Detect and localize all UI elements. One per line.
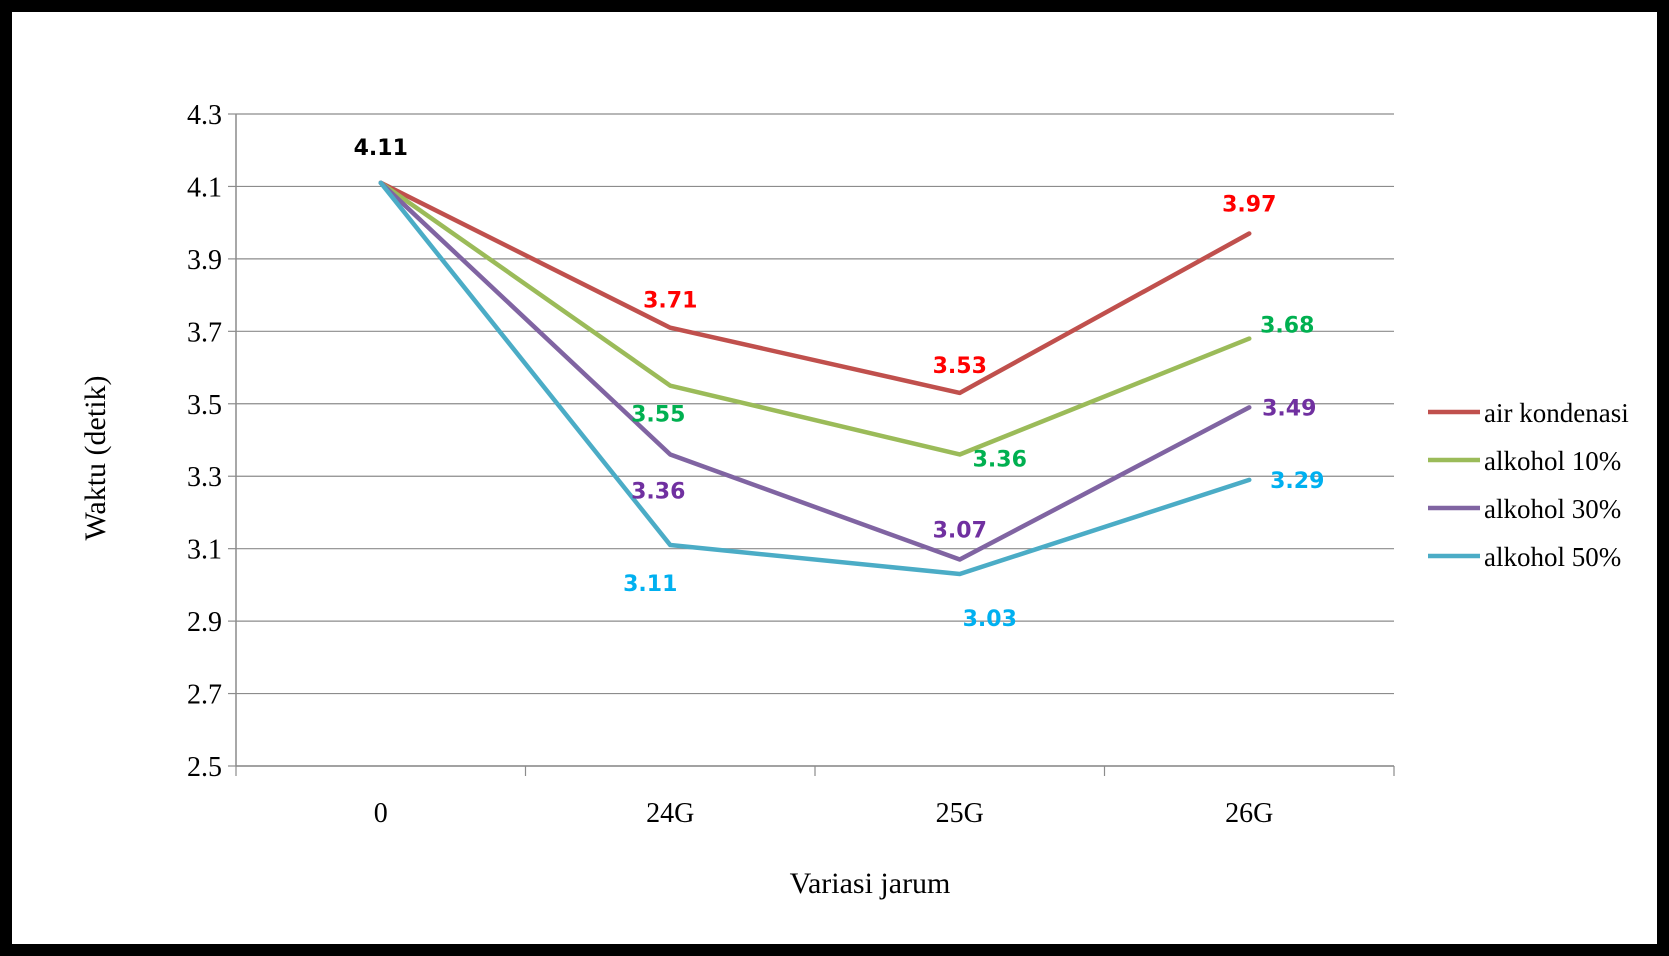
- legend-label: air kondenasi: [1484, 398, 1629, 428]
- y-tick-label: 3.7: [187, 317, 222, 348]
- legend-label: alkohol 50%: [1484, 542, 1621, 572]
- data-label: 3.03: [963, 607, 1017, 632]
- series-line: [378, 180, 1252, 396]
- y-tick-label: 4.1: [187, 172, 222, 203]
- x-tick-label: 24G: [646, 798, 694, 829]
- data-label: 3.49: [1262, 396, 1316, 421]
- data-label: 3.71: [643, 289, 697, 314]
- y-tick-label: 2.5: [187, 752, 222, 783]
- data-label: 3.07: [933, 519, 987, 544]
- data-label: 3.53: [933, 354, 987, 379]
- x-tick-label: 25G: [936, 798, 984, 829]
- gridlines: [236, 113, 1394, 767]
- data-label: 3.55: [631, 403, 685, 428]
- series-line: [378, 180, 1252, 562]
- y-tick-label: 3.5: [187, 390, 222, 421]
- data-label: 3.36: [973, 447, 1027, 472]
- data-label: 3.68: [1260, 314, 1314, 339]
- data-label: 3.11: [623, 572, 677, 597]
- y-axis-title: Waktu (detik): [79, 375, 112, 540]
- series-line: [378, 180, 1252, 457]
- y-tick-label: 3.1: [187, 535, 222, 566]
- y-tick-label: 3.3: [187, 462, 222, 493]
- y-tick-label: 2.9: [187, 607, 222, 638]
- x-axis-title: Variasi jarum: [790, 867, 951, 900]
- legend-label: alkohol 10%: [1484, 446, 1621, 476]
- legend: air kondenasi alkohol 10% alkohol 30% alkoh…: [1428, 398, 1629, 572]
- y-tick-label: 3.9: [187, 245, 222, 276]
- data-labels: 3.71 3.53 3.97 3.55 3.36 3.68 3.36 3.07 3.49 3.11…: [354, 136, 1325, 632]
- series-lines: [378, 180, 1252, 577]
- data-label: 3.36: [631, 479, 685, 504]
- legend-label: alkohol 30%: [1484, 494, 1621, 524]
- axes: 2.5 2.7 2.9 3.1 3.3 3.5 3.7 3.9 4.1 4.3 0 24G 25G 26G: [187, 100, 1395, 829]
- y-tick-label: 2.7: [187, 680, 222, 711]
- data-label: 3.29: [1270, 469, 1324, 494]
- data-label: 3.97: [1222, 193, 1276, 218]
- data-label: 4.11: [354, 136, 408, 161]
- x-tick-label: 0: [374, 798, 388, 829]
- x-tick-label: 26G: [1225, 798, 1273, 829]
- series-line: [378, 180, 1252, 577]
- y-tick-label: 4.3: [187, 100, 222, 131]
